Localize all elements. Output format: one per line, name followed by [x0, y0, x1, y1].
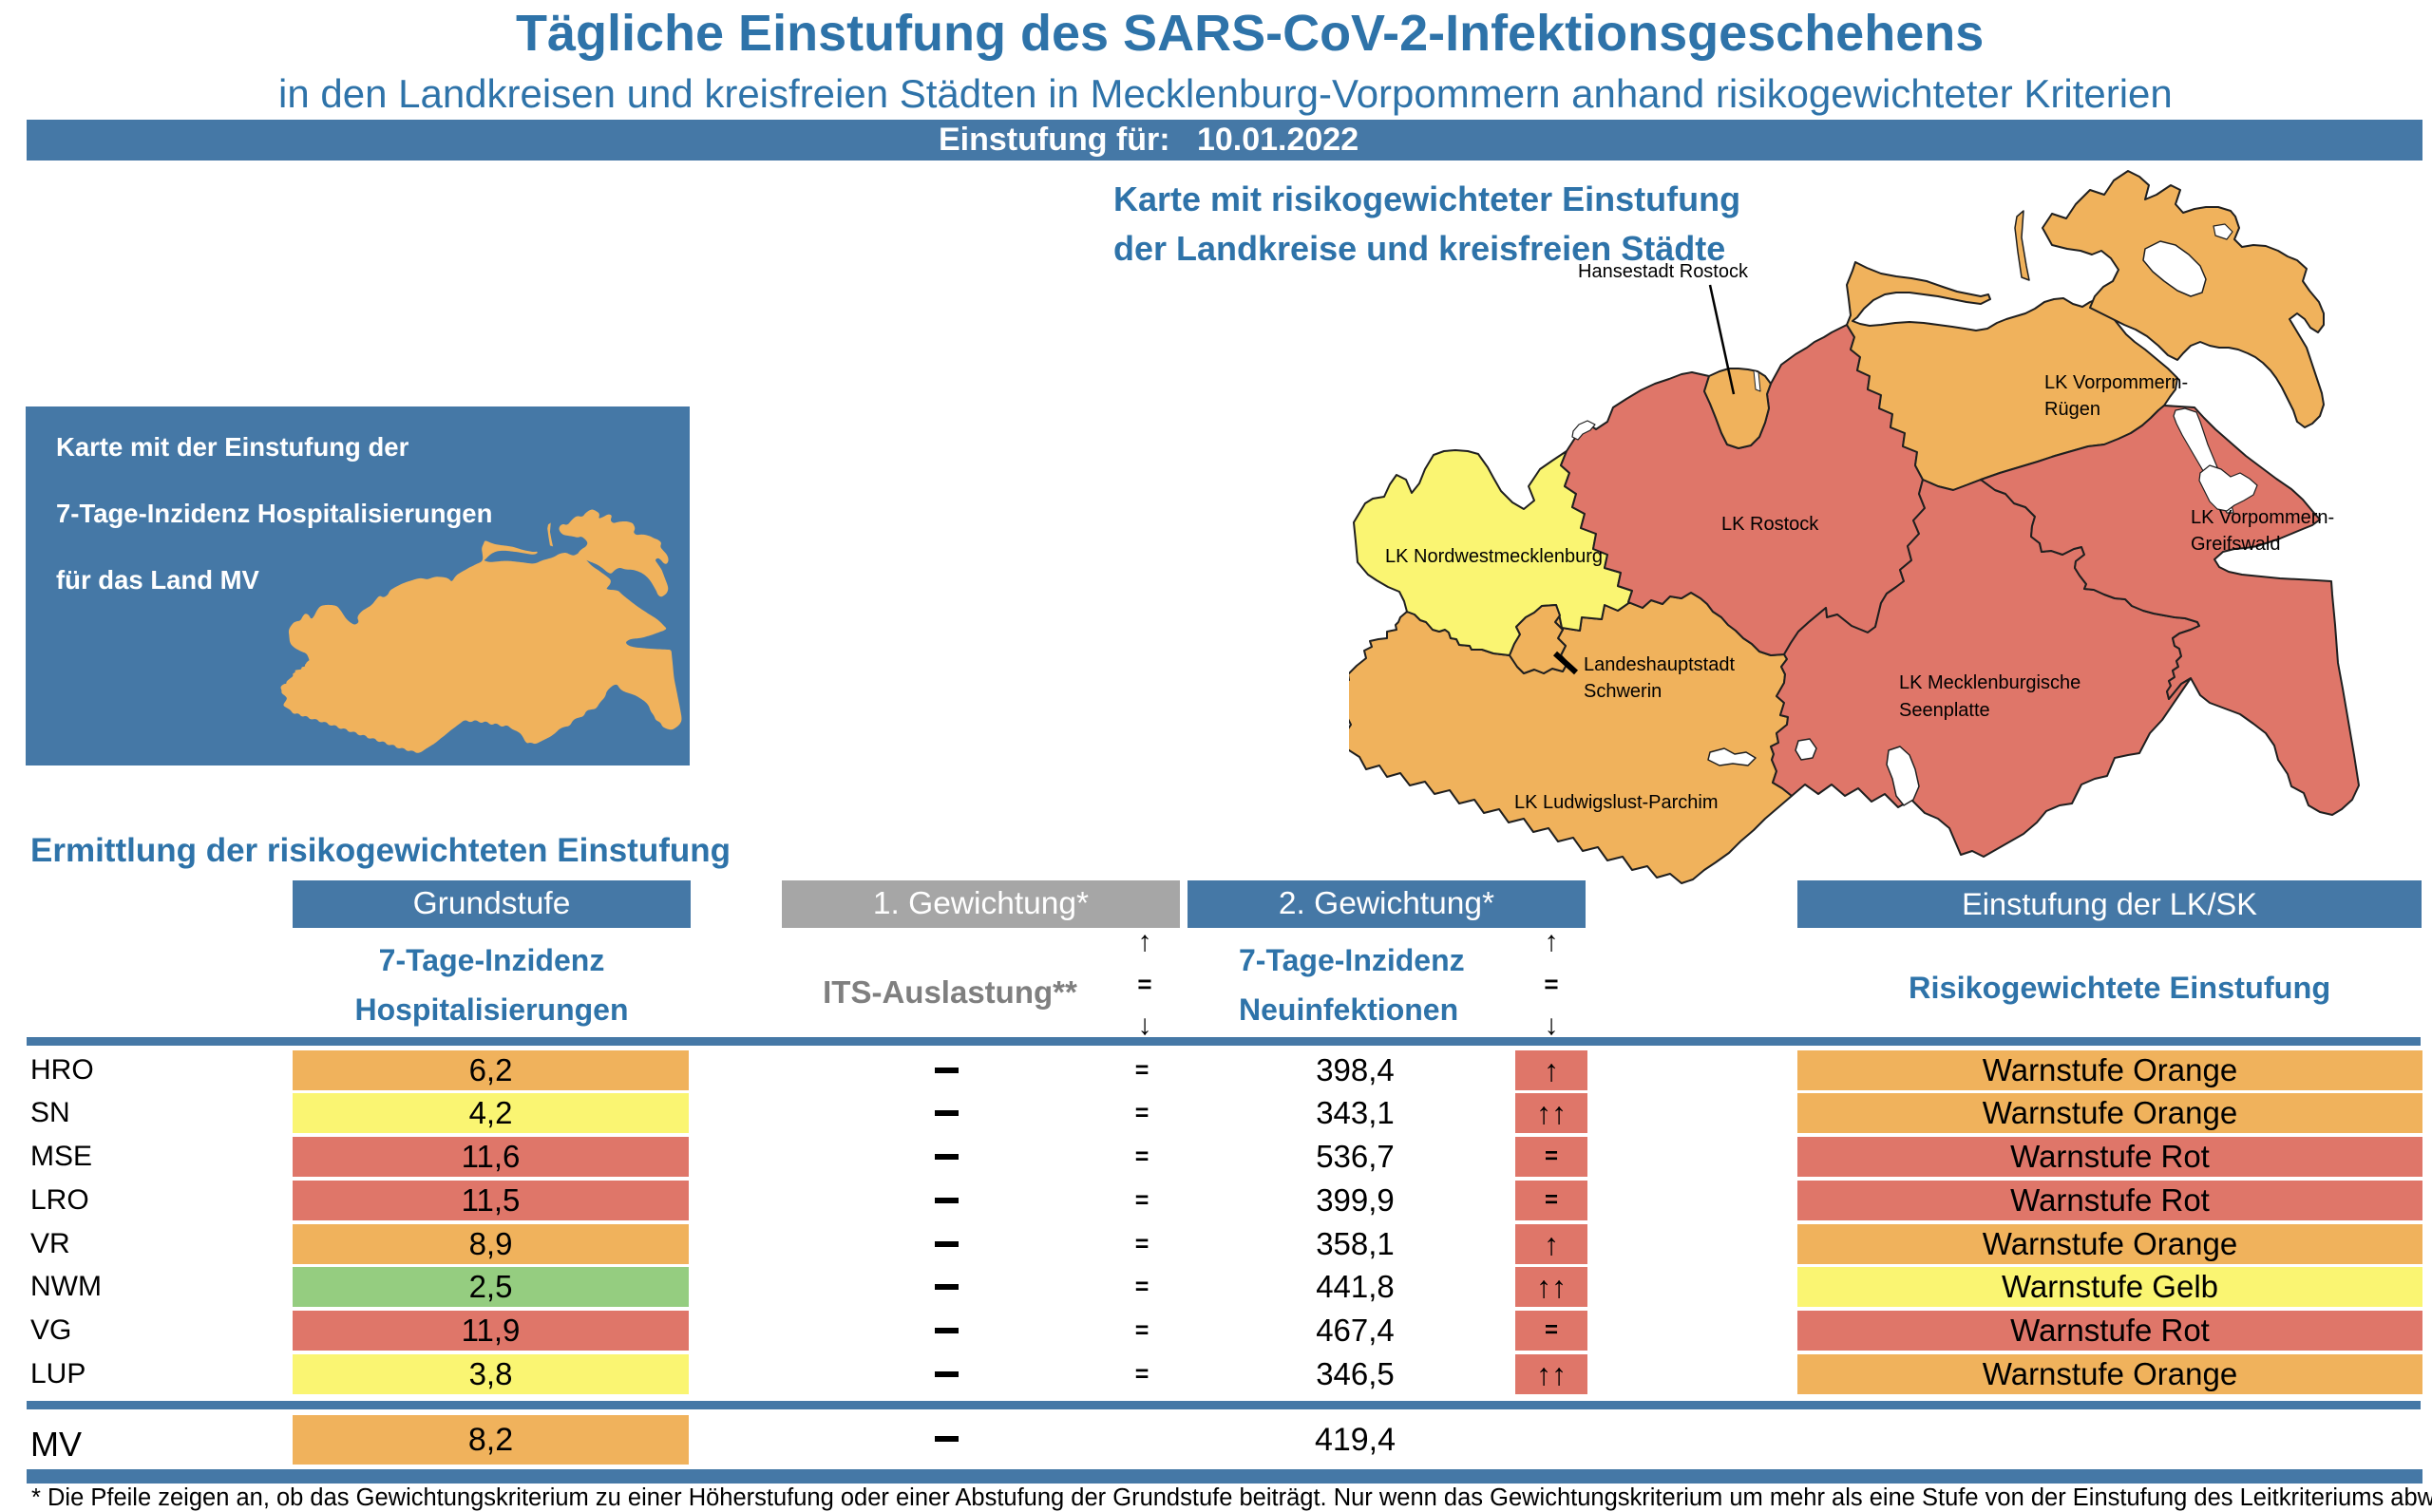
- svg-text:Landeshauptstadt: Landeshauptstadt: [1584, 654, 1735, 675]
- svg-text:Greifswald: Greifswald: [2191, 534, 2280, 555]
- svg-text:LK Nordwestmecklenburg: LK Nordwestmecklenburg: [1385, 546, 1603, 567]
- svg-text:LK Ludwigslust-Parchim: LK Ludwigslust-Parchim: [1514, 792, 1719, 813]
- svg-text:LK Vorpommern-: LK Vorpommern-: [2044, 372, 2188, 393]
- svg-text:Hansestadt Rostock: Hansestadt Rostock: [1578, 261, 1749, 282]
- svg-text:Seenplatte: Seenplatte: [1899, 700, 1990, 721]
- svg-text:LK Rostock: LK Rostock: [1721, 514, 1819, 535]
- svg-text:LK Vorpommern-: LK Vorpommern-: [2191, 507, 2334, 528]
- svg-text:LK Mecklenburgische: LK Mecklenburgische: [1899, 672, 2080, 693]
- svg-text:Rügen: Rügen: [2044, 399, 2100, 420]
- svg-text:Schwerin: Schwerin: [1584, 681, 1662, 702]
